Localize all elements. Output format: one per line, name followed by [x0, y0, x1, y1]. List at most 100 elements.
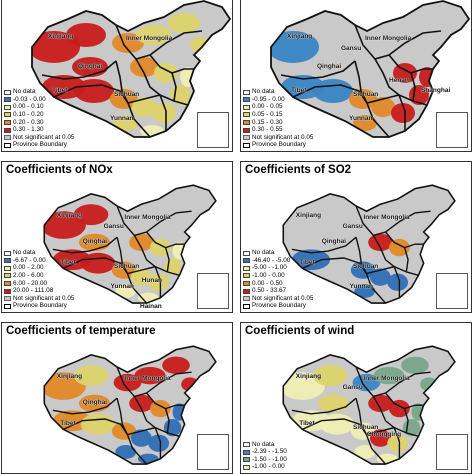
coefficient-region [111, 422, 137, 440]
legend-swatch [243, 112, 250, 118]
legend-swatch [4, 303, 11, 309]
province-boundary [366, 265, 419, 276]
coefficient-region [313, 79, 353, 103]
province-label: Tibet [52, 87, 68, 94]
legend-label: No data [252, 249, 275, 257]
map-panel-2: Xinjiang Gansu Inner Mongolia Qinghai Tibet S… [240, 0, 472, 152]
province-label: Xinjiang [56, 373, 83, 381]
province-label: Yunnan [110, 115, 134, 122]
province-label: Xinjiang [295, 212, 322, 220]
legend-swatch [4, 273, 11, 279]
legend-swatch [243, 258, 250, 264]
legend-row-class: -0.03 - 0.00 [4, 96, 74, 104]
map-panel-6: Xinjiang Gansu Inner Mongolia Tibet Sichuan C… [240, 322, 472, 474]
coefficient-region [168, 13, 200, 33]
province-boundary [52, 236, 118, 254]
legend-row-boundary: Province Boundary [4, 302, 74, 310]
coefficient-region [32, 31, 80, 63]
legend-row-no-data: No data [243, 88, 313, 96]
province-label: Yunnan [349, 115, 373, 122]
legend-row-class: -2.39 - -1.50 [243, 448, 287, 456]
province-boundary [374, 58, 400, 96]
province-boundary [355, 398, 387, 465]
legend-swatch [243, 89, 250, 95]
province-label: Inner Mongolia [124, 375, 171, 383]
legend-swatch [243, 441, 250, 447]
country-outline [43, 345, 217, 465]
legend-swatch [4, 112, 11, 118]
legend-label: No data [252, 440, 275, 448]
coefficient-region [44, 211, 86, 239]
legend-row-not-significant: Not significant at 0.05 [4, 134, 74, 142]
legend-row-class: 0.10 - 0.20 [4, 111, 74, 119]
coefficient-region [154, 63, 178, 83]
legend-row-class: 0.05 - 0.15 [243, 111, 313, 119]
province-label: Sichuan [353, 262, 379, 270]
coefficient-region [190, 37, 210, 53]
province-boundary [291, 236, 357, 254]
province-label: Xinjiang [287, 33, 313, 40]
province-boundary [372, 396, 395, 429]
coefficient-region [136, 25, 172, 45]
province-boundary [154, 266, 162, 298]
legend-row-boundary: Province Boundary [4, 141, 74, 149]
legend-label: 0.00 - 0.50 [252, 279, 283, 287]
coefficient-region [74, 79, 114, 103]
coefficient-region [369, 429, 391, 447]
coefficient-region [44, 372, 86, 400]
legend-row-class: 0.00 - 2.00 [4, 264, 74, 272]
legend-label: -1.00 - 0.00 [252, 463, 285, 471]
province-boundary [164, 408, 170, 433]
china-map [43, 345, 217, 465]
province-label: Yunnan [110, 283, 135, 291]
province-label: Qinghai [321, 238, 346, 246]
legend-swatch [243, 296, 250, 302]
province-boundary [372, 235, 395, 268]
legend-label: -2.39 - -1.50 [252, 448, 287, 456]
legend-row-class: 0.00 - 0.50 [243, 280, 313, 288]
province-boundary [171, 72, 177, 102]
coefficient-region [350, 261, 376, 279]
legend-label: No data [252, 88, 275, 96]
legend-swatch [243, 288, 250, 294]
province-boundary [366, 426, 419, 437]
coefficient-region [73, 365, 109, 387]
province-label: Inner Mongolia [126, 35, 173, 42]
coefficient-region [389, 238, 410, 257]
province-boundary [393, 427, 401, 459]
legend-row-class: 0.15 - 0.30 [243, 119, 313, 127]
legend-label: Province Boundary [13, 302, 67, 310]
legend-row-no-data: No data [4, 88, 74, 96]
coefficient-region [130, 268, 152, 286]
legend-label: 0.50 - 33.67 [252, 287, 287, 295]
legend-label: Province Boundary [252, 141, 306, 149]
legend-swatch [243, 135, 250, 141]
province-boundary [164, 247, 170, 272]
legend-label: -5.00 - -1.00 [252, 264, 287, 272]
province-boundary [133, 235, 156, 268]
legend-row-class: -6.67 - 0.00 [4, 257, 74, 265]
legend-swatch [243, 97, 250, 103]
coefficient-region [373, 367, 405, 385]
legend-swatch [4, 127, 11, 133]
south-china-sea-inset [197, 112, 229, 148]
legend-row-class: 0.00 - 0.10 [4, 103, 74, 111]
coefficient-region [283, 372, 325, 400]
coefficient-region [353, 115, 377, 131]
province-boundary [154, 427, 162, 459]
province-label: Sichuan [114, 262, 140, 270]
coefficient-region [350, 422, 376, 440]
province-label: Gansu [342, 383, 363, 391]
legend-row-not-significant: Not significant at 0.05 [243, 134, 313, 142]
legend-swatch [4, 104, 11, 110]
province-label: Hunan [141, 276, 162, 284]
coefficient-region [148, 434, 170, 452]
province-label: Gansu [103, 222, 124, 230]
legend-swatch [4, 89, 11, 95]
legend-swatch [4, 280, 11, 286]
coefficient-region [389, 399, 410, 418]
coefficient-region [152, 103, 176, 123]
legend-label: -0.03 - 0.00 [13, 95, 46, 103]
legend-row-class: -1.00 - 0.00 [243, 272, 313, 280]
legend-swatch [243, 250, 250, 256]
